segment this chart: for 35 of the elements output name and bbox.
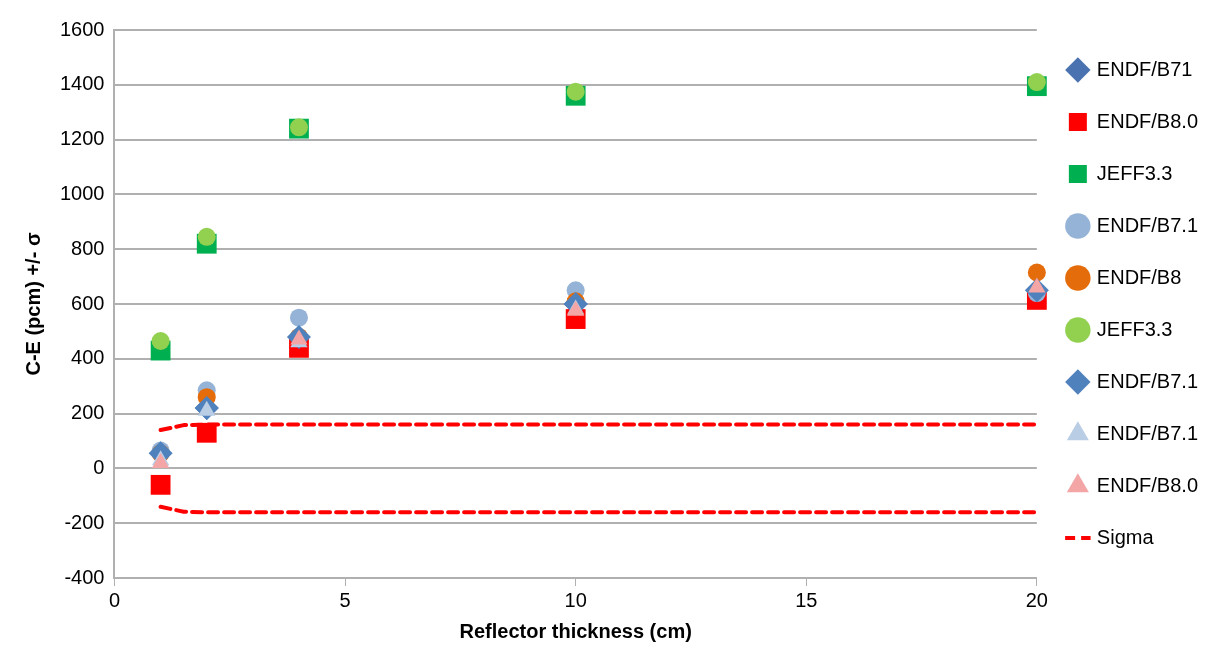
y-tick-label: 200 [71,401,105,424]
point [1027,263,1046,282]
point [150,474,171,495]
point [566,82,585,101]
point [1027,73,1046,92]
x-tick-label: 0 [108,588,121,611]
y-tick-label: -200 [64,510,105,533]
legend-label: ENDF/B7.1 [1096,213,1199,236]
legend-label: ENDF/B7.1 [1096,369,1199,392]
legend-label: ENDF/B8.0 [1096,473,1199,496]
y-tick-label: 800 [71,236,105,259]
y-tick-label: 1200 [59,127,105,150]
y-tick-label: 600 [71,291,105,314]
point [151,331,170,350]
legend-label: JEFF3.3 [1096,317,1173,340]
y-tick-label: 1400 [59,72,105,95]
legend-label: JEFF3.3 [1096,161,1173,184]
point [289,308,308,327]
x-tick-label: 15 [795,588,818,611]
legend-label: ENDF/B8 [1096,265,1182,288]
y-tick-label: 0 [93,455,105,478]
legend-label: ENDF/B71 [1096,57,1193,80]
legend-label: Sigma [1096,525,1155,548]
y-tick-label: -400 [64,565,105,588]
y-tick-label: 400 [71,346,105,369]
legend-label: ENDF/B7.1 [1096,421,1199,444]
y-tick-label: 1600 [59,17,105,40]
y-tick-label: 1000 [59,181,105,204]
x-tick-label: 10 [564,588,587,611]
legend-label: ENDF/B8.0 [1096,109,1199,132]
x-axis-title: Reflector thickness (cm) [459,619,692,642]
point [197,227,216,246]
x-tick-label: 5 [339,588,351,611]
y-axis-title: C-E (pcm) +/- σ [21,232,44,376]
x-tick-label: 20 [1025,588,1048,611]
